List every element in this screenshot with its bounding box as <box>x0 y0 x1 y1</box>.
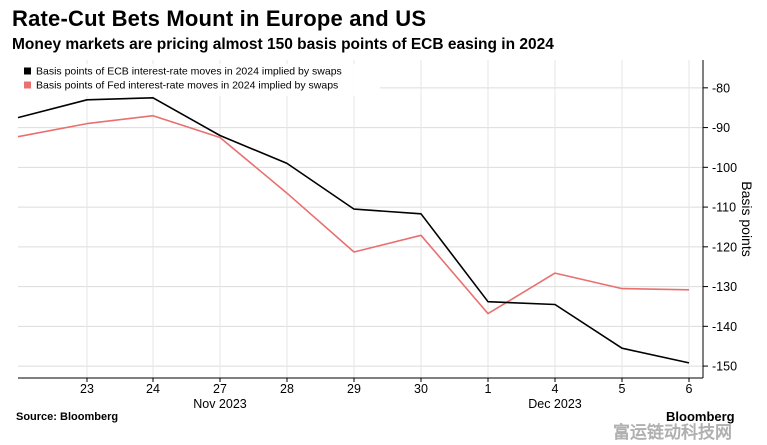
x-tick-label: 1 <box>485 382 492 396</box>
legend-label-fed: Basis points of Fed interest-rate moves … <box>36 80 338 92</box>
y-tick-label: -90 <box>712 121 730 135</box>
fed-series-line <box>17 114 690 315</box>
x-tick-label: 28 <box>280 382 294 396</box>
x-tick-label: 30 <box>414 382 428 396</box>
x-month-label: Dec 2023 <box>528 397 582 411</box>
y-tick-label: -100 <box>712 161 737 175</box>
y-tick-label: -110 <box>712 201 736 215</box>
x-tick-label: 5 <box>619 382 626 396</box>
y-axis-title: Basis points <box>739 181 755 256</box>
watermark: 富运链动科技网 <box>613 423 732 443</box>
chart-subtitle: Money markets are pricing almost 150 bas… <box>12 36 554 53</box>
x-tick-label: 4 <box>552 382 559 396</box>
gridlines <box>18 60 703 378</box>
y-tick-label: -80 <box>712 81 730 95</box>
legend: Basis points of ECB interest-rate moves … <box>18 64 380 96</box>
x-month-label: Nov 2023 <box>193 397 247 411</box>
chart-title: Rate-Cut Bets Mount in Europe and US <box>12 6 427 31</box>
series-lines <box>17 97 690 364</box>
y-tick-label: -130 <box>712 280 737 294</box>
x-tick-label: 27 <box>213 382 227 396</box>
y-tick-label: -140 <box>712 320 737 334</box>
x-tick-label: 29 <box>347 382 361 396</box>
bloomberg-logo: Bloomberg <box>666 409 735 424</box>
legend-swatch-fed <box>24 81 31 89</box>
y-tick-label: -120 <box>712 240 737 254</box>
legend-background <box>18 64 380 96</box>
x-tick-label: 23 <box>80 382 94 396</box>
x-tick-label: 24 <box>146 382 160 396</box>
ecb-series-line <box>17 97 690 364</box>
legend-swatch-ecb <box>24 67 31 75</box>
y-tick-label: -150 <box>712 360 737 374</box>
legend-label-ecb: Basis points of ECB interest-rate moves … <box>36 66 342 78</box>
x-tick-label: 6 <box>686 382 693 396</box>
axes: -80 -90 -100 -110 -120 -130 -140 -150 23 24 27 28 29… <box>18 60 755 411</box>
source-note: Source: Bloomberg <box>16 411 119 423</box>
